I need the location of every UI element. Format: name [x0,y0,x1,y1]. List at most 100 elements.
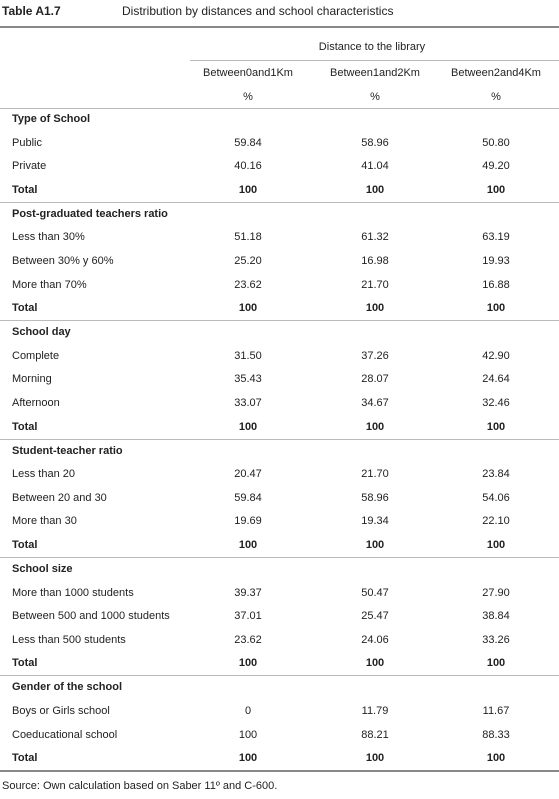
cell: 19.69 [234,515,262,528]
cell: 88.33 [482,728,510,741]
cell: 40.16 [234,160,262,173]
row-label: Less than 500 students [12,633,126,646]
cell: 100 [365,539,385,551]
row-label: Between 30% y 60% [12,255,114,267]
row-label: Total [12,752,38,765]
row-label: Total [12,539,38,551]
section-title: Type of School [12,113,91,125]
cell: 49.20 [482,160,510,173]
cell: 51.18 [234,231,262,244]
cell: 100 [486,752,506,765]
section-title: School day [12,326,71,339]
row-label: Private [12,160,47,173]
row-label: More than 30 [12,515,77,528]
cell: 58.96 [361,491,389,504]
row-label: Boys or Girls school [12,705,110,717]
cell: 100 [238,302,258,315]
cell: 16.88 [482,278,510,291]
cell: 100 [238,657,258,670]
row-label: More than 70% [12,278,87,291]
cell: 61.32 [361,231,389,244]
row-label: Between 500 and 1000 students [12,610,170,623]
column-header: Between2and4Km [451,67,541,79]
column-header: Between0and1Km [203,67,293,79]
cell: 35.43 [234,373,262,386]
table-label: Table A1.7 [2,4,61,18]
rule [0,320,559,322]
section-title: Gender of the school [12,681,123,694]
cell: 50.47 [361,586,389,599]
section-title: Student-teacher ratio [12,444,123,457]
cell: 37.26 [361,349,389,362]
cell: 0 [244,705,252,717]
row-label: More than 1000 students [12,586,134,599]
cell: 19.93 [482,255,510,267]
unit-label: % [243,91,253,103]
cell: 19.34 [361,515,389,528]
cell: 24.06 [361,633,389,646]
row-label: Less than 30% [12,231,85,244]
cell: 31.50 [234,349,262,362]
row-label: Complete [12,349,60,362]
row-label: Public [12,136,42,149]
rule [0,26,559,28]
row-label: Less than 20 [12,468,75,481]
row-label: Between 20 and 30 [12,491,107,504]
rule [0,675,559,677]
cell: 33.26 [482,633,510,646]
cell: 23.62 [234,278,262,291]
cell: 100 [365,420,385,433]
cell: 20.47 [234,468,262,481]
group-header: Distance to the library [318,41,426,53]
unit-label: % [491,91,501,103]
row-label: Afternoon [12,397,60,409]
cell: 11.79 [361,705,389,717]
row-label: Total [12,657,38,670]
cell: 100 [486,420,506,433]
cell: 100 [365,302,385,315]
cell: 33.07 [234,397,262,409]
source-note: Source: Own calculation based on Saber 1… [2,780,278,793]
cell: 21.70 [361,278,389,291]
unit-label: % [370,91,380,103]
table-title: Distribution by distances and school cha… [122,4,394,18]
rule [0,108,559,109]
cell: 21.70 [361,468,389,481]
cell: 42.90 [482,349,510,362]
rule [0,770,559,773]
cell: 39.37 [234,586,262,599]
cell: 28.07 [361,373,389,386]
cell: 59.84 [234,491,262,504]
cell: 100 [486,657,506,670]
cell: 88.21 [361,728,389,741]
cell: 58.96 [361,136,389,149]
cell: 100 [486,302,506,315]
section-title: Post-graduated teachers ratio [12,207,168,220]
cell: 41.04 [361,160,389,173]
row-label: Morning [12,373,52,386]
cell: 100 [238,728,258,741]
column-header: Between1and2Km [330,67,420,79]
cell: 16.98 [361,255,389,267]
cell: 23.62 [234,633,262,646]
cell: 11.67 [482,705,510,717]
cell: 100 [238,539,258,551]
rule [0,557,559,558]
cell: 50.80 [482,136,510,149]
cell: 24.64 [482,373,510,386]
cell: 54.06 [482,491,510,504]
cell: 38.84 [482,610,510,623]
cell: 100 [486,539,506,551]
cell: 25.47 [361,610,389,623]
rule [0,438,559,440]
cell: 100 [365,752,385,765]
cell: 23.84 [482,468,510,481]
cell: 25.20 [234,255,262,267]
cell: 34.67 [361,397,389,409]
cell: 100 [365,657,385,670]
cell: 100 [238,183,258,196]
cell: 100 [486,183,506,196]
cell: 22.10 [482,515,510,528]
cell: 37.01 [234,610,262,623]
